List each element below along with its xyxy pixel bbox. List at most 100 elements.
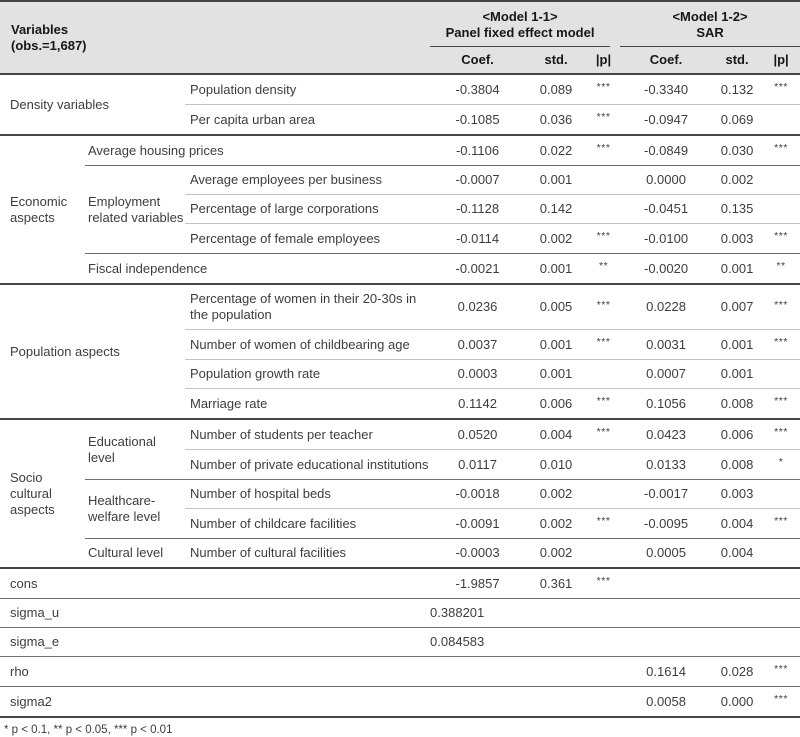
table-row: Number of women of childbearing age 0.00… [0,329,800,360]
m1-coef-cell: -0.0003 [430,538,526,568]
m1-std-cell: 0.002 [525,538,588,568]
significance-stars: *** [596,142,611,154]
m1-sig-cell [587,165,621,195]
m2-coef-cell: 0.0000 [620,165,713,195]
variable-cell: Marriage rate [185,388,431,419]
table-row: Economic aspects Average housing prices … [0,134,800,284]
m2-p-header: |p| [762,47,800,74]
significance-stars: *** [774,515,788,527]
significance-stars: * [778,456,784,468]
variables-header: Variables (obs.=1,687) [0,1,431,74]
m2-sig-cell: *** [762,283,800,330]
m2-sig-cell: *** [762,73,800,105]
significance-stars: *** [596,81,611,93]
m1-std-cell: 0.002 [525,223,588,254]
m1-std-cell: 0.006 [525,388,588,419]
m1-std-cell: 0.001 [525,359,588,389]
m1-std-cell: 0.089 [525,73,588,105]
m1-sig-cell: *** [587,567,621,599]
m2-coef-cell: 0.0228 [620,283,713,330]
significance-stars: *** [596,230,611,242]
m2-sig-cell: *** [762,656,800,687]
m1-coef-cell: -0.0021 [430,253,526,284]
m1-sig-cell: *** [587,104,621,135]
m2-std-cell: 0.003 [712,479,763,509]
table-row: Cultural level Number of cultural facili… [0,538,800,568]
m2-coef-cell: 0.0007 [620,359,713,389]
column-header-row: Coef. std. |p| Coef. std. |p| [0,47,800,74]
m2-sig-cell [762,194,800,224]
variable-cell: Fiscal independence [85,253,431,284]
m1-coef-cell: 0.0003 [430,359,526,389]
m1-std-cell: 0.010 [525,449,588,480]
stat-label-cell: sigma2 [0,686,431,718]
table-row: Percentage of large corporations -0.1128… [0,194,800,224]
m2-coef-cell: 0.0058 [620,686,713,718]
m1-sig-cell [587,538,621,568]
empty-cell [620,627,800,657]
m2-sig-cell: *** [762,388,800,419]
stat-label-cell: cons [0,567,431,599]
m1-sig-cell: *** [587,134,621,166]
m1-coef-cell: -1.9857 [430,567,526,599]
m2-std-cell: 0.004 [712,538,763,568]
m2-std-cell: 0.028 [712,656,763,687]
m1-std-cell: 0.005 [525,283,588,330]
subcategory-cell: Cultural level [85,538,185,568]
m2-std-cell: 0.001 [712,253,763,284]
empty-cell [430,656,621,687]
m1-sig-cell: *** [587,223,621,254]
table-row: Fiscal independence -0.0021 0.001 ** -0.… [0,253,800,284]
variable-cell: Number of private educational institutio… [185,449,431,480]
m1-coef-cell: 0.0236 [430,283,526,330]
m2-std-cell: 0.008 [712,449,763,480]
m2-std-cell: 0.008 [712,388,763,419]
table-row: Socio cultural aspects Educational level… [0,418,800,568]
variable-cell: Average housing prices [85,134,431,166]
subcategory-cell: Healthcare-welfare level [85,479,185,539]
empty-cell [430,686,621,718]
m1-std-cell: 0.361 [525,567,588,599]
m1-std-cell: 0.001 [525,329,588,360]
m1-coef-cell: 0.1142 [430,388,526,419]
table-header: Variables (obs.=1,687) <Model 1-1> Panel… [0,1,800,74]
model-header-row: Variables (obs.=1,687) <Model 1-1> Panel… [0,1,800,74]
category-cell: Socio cultural aspects [0,418,85,568]
significance-stars: *** [774,336,788,348]
significance-stars: *** [596,395,611,407]
m2-coef-cell: -0.0095 [620,508,713,539]
empty-cell [620,567,800,599]
table-row: Employment related variables Average emp… [0,165,800,254]
significance-stars: *** [774,230,788,242]
m2-coef-cell: -0.0017 [620,479,713,509]
m1-coef-cell: -0.0007 [430,165,526,195]
m1-coef-header: Coef. [430,47,526,74]
m1-sig-cell: *** [587,388,621,419]
m2-sig-cell: *** [762,686,800,718]
m2-std-cell: 0.003 [712,223,763,254]
m2-coef-cell: -0.0451 [620,194,713,224]
stat-label-cell: sigma_e [0,627,431,657]
subcategory-cell: Educational level [85,418,185,480]
model-2-header: <Model 1-2> SAR [620,1,800,47]
table-body: Density variables Population density -0.… [0,73,800,718]
stat-value-cell: 0.084583 [430,627,526,657]
m2-sig-cell [762,165,800,195]
m1-sig-cell [587,194,621,224]
m1-coef-cell: 0.0037 [430,329,526,360]
m1-sig-cell: *** [587,508,621,539]
empty-cell [620,598,800,628]
significance-stars: *** [774,395,788,407]
model-1-tag: <Model 1-1> [482,9,558,24]
table-row-rho: rho 0.1614 0.028 *** [0,656,800,687]
m1-std-cell: 0.001 [525,165,588,195]
empty-cell [587,627,621,657]
significance-stars: *** [596,298,611,311]
variable-cell: Number of cultural facilities [185,538,431,568]
variable-cell: Number of women of childbearing age [185,329,431,360]
m1-coef-cell: -0.0091 [430,508,526,539]
variable-cell: Per capita urban area [185,104,431,135]
m1-sig-cell: *** [587,418,621,450]
empty-cell [525,598,588,628]
m1-sig-cell: *** [587,73,621,105]
